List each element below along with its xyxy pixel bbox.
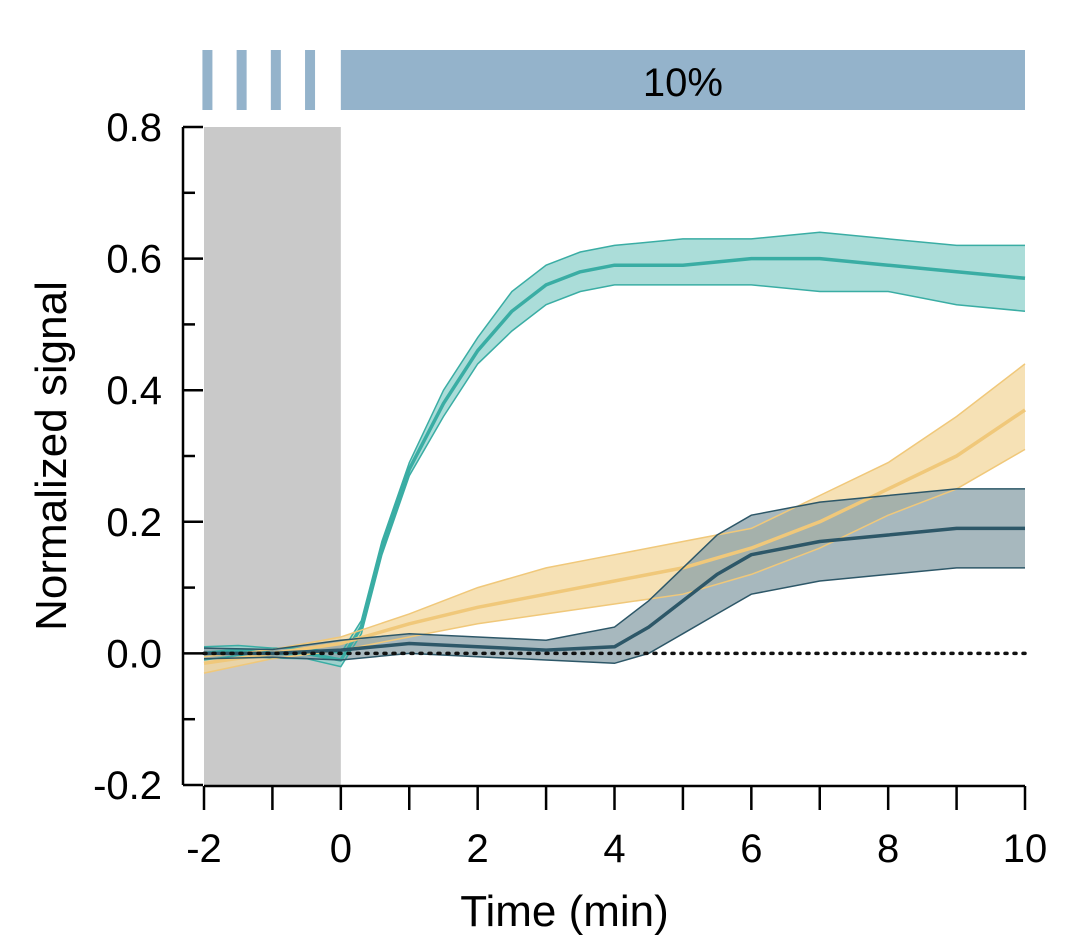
x-tick-label: 10 — [1003, 827, 1048, 871]
y-tick-label: 0.0 — [106, 632, 162, 676]
series-3-error-band — [204, 488, 1025, 664]
series-3-upper-edge — [203, 488, 1025, 651]
x-tick-label: 2 — [467, 827, 489, 871]
x-tick-label: 6 — [740, 827, 762, 871]
x-axis: -2 0 2 4 6 8 10 — [186, 784, 1048, 871]
stimulus-bar-label: 10% — [643, 61, 723, 105]
x-axis-title: Time (min) — [460, 887, 669, 936]
x-tick-label: 4 — [603, 827, 625, 871]
y-tick-label: 0.2 — [106, 501, 162, 545]
stimulus-pulse — [305, 50, 316, 110]
series-2-mean-line — [203, 408, 1026, 666]
y-axis-title: Normalized signal — [27, 281, 76, 631]
series-3-lower-edge — [203, 567, 1025, 665]
series-2-upper-edge — [203, 363, 1026, 658]
x-tick-label: 8 — [877, 827, 899, 871]
series-1-lower-edge — [203, 284, 1026, 668]
stimulus-pulse — [202, 50, 213, 110]
stimulus-continuous-bar — [340, 50, 1025, 110]
y-tick-label: -0.2 — [93, 764, 162, 808]
x-tick-label: 0 — [330, 827, 352, 871]
series-bands — [204, 232, 1025, 674]
y-axis: -0.2 0.0 0.2 0.4 0.6 0.8 — [93, 106, 203, 808]
y-tick-label: 0.8 — [106, 106, 162, 150]
y-tick-label: 0.6 — [106, 238, 162, 282]
stimulus-bar — [202, 50, 1025, 110]
pre-stimulus-shaded-region — [204, 127, 341, 785]
stimulus-pulse — [270, 50, 281, 110]
x-tick-label: -2 — [186, 827, 222, 871]
y-tick-label: 0.4 — [106, 369, 162, 413]
series-3-mean-line — [204, 526, 1025, 656]
series-1-error-band — [204, 232, 1025, 667]
stimulus-pulse — [236, 50, 247, 110]
